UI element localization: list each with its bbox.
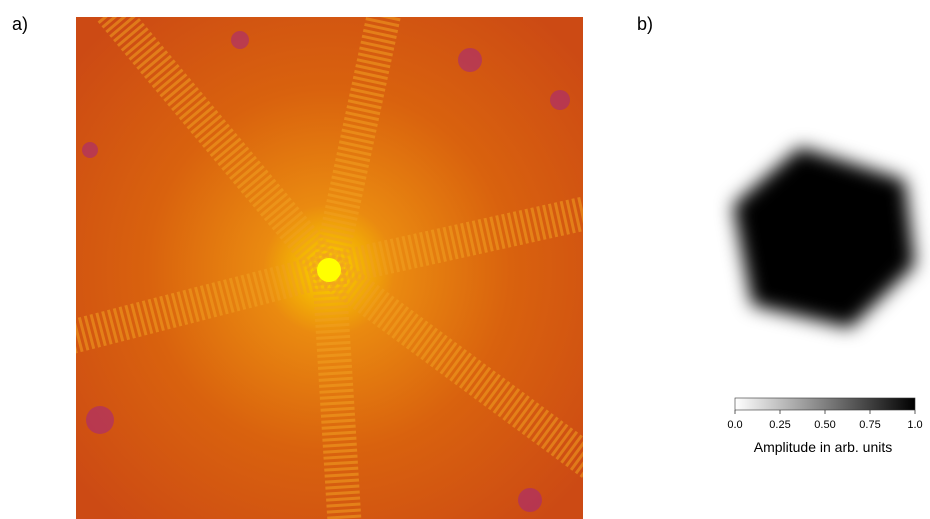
tick-label: 0.75	[859, 419, 880, 431]
tick-label: 1.0	[907, 419, 922, 431]
diffraction-image	[60, 10, 600, 519]
hexagon-amplitude	[733, 147, 915, 328]
tick-label: 0.25	[769, 419, 790, 431]
panel-label: a)	[12, 14, 28, 34]
figure: a) b) 0.0 0.25 0.50 0.75 1.0 Amplitude in ar…	[0, 0, 930, 519]
colorbar	[735, 398, 915, 410]
panel-label: b)	[637, 14, 653, 34]
colorbar-axis: 0.0 0.25 0.50 0.75 1.0	[727, 410, 922, 431]
tick-label: 0.50	[814, 419, 835, 431]
colorbar-label: Amplitude in arb. units	[754, 439, 893, 455]
tick-label: 0.0	[727, 419, 742, 431]
